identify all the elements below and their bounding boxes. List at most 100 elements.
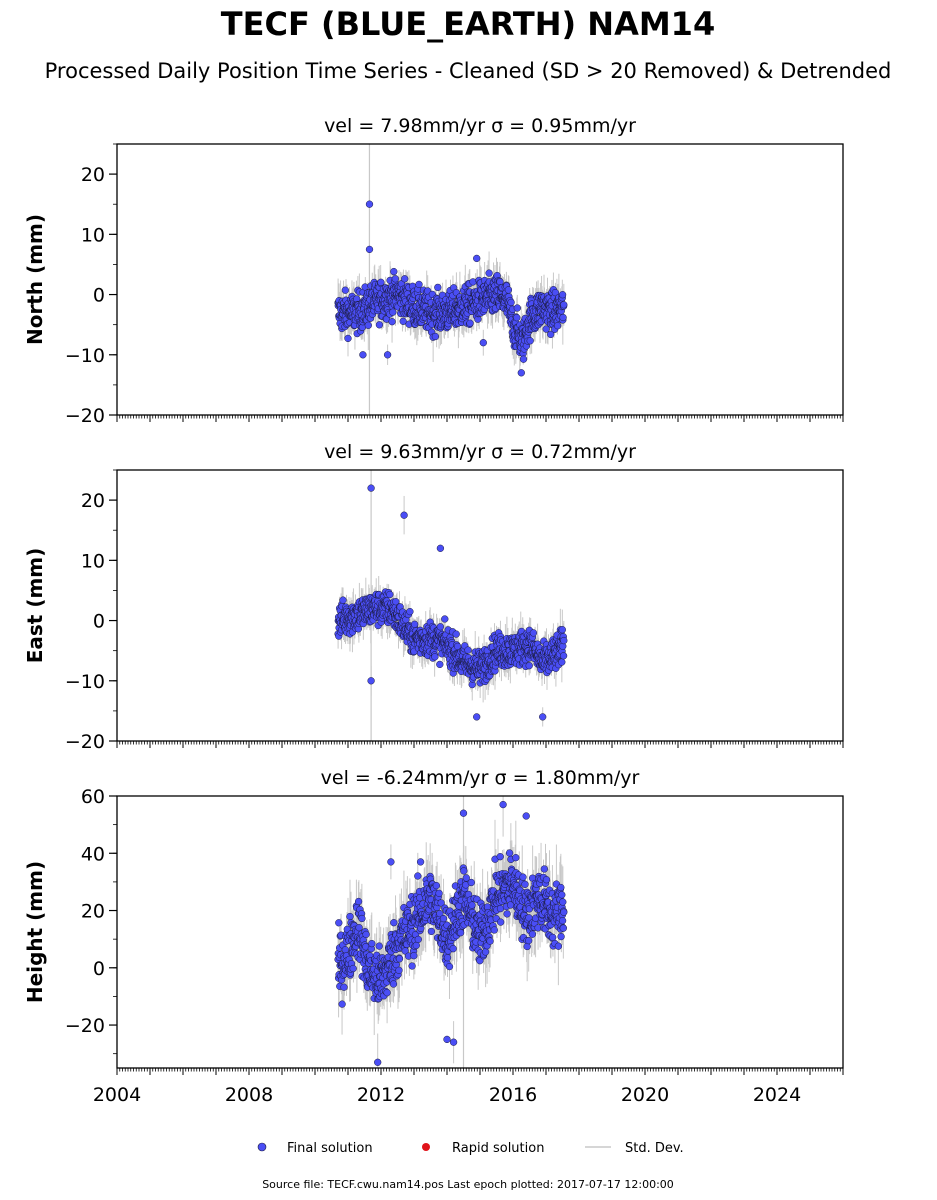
data-point [449, 945, 457, 953]
y-axis-label-height: Height (mm) [23, 861, 47, 1003]
data-point [441, 615, 449, 623]
data-point [528, 930, 537, 938]
data-point [395, 966, 403, 974]
data-point [374, 1058, 382, 1066]
data-point [519, 873, 527, 881]
data-point [553, 322, 562, 330]
data-point [554, 942, 563, 950]
data-point [383, 989, 391, 997]
data-point [339, 596, 347, 604]
data-point [476, 957, 484, 965]
data-point [462, 874, 470, 882]
data-point [431, 653, 439, 661]
data-point [479, 339, 487, 347]
data-point [513, 314, 521, 322]
data-point [557, 932, 565, 941]
data-point [386, 590, 394, 599]
data-point [519, 355, 528, 363]
data-point [503, 910, 511, 918]
data-point [367, 484, 375, 492]
data-point [481, 948, 490, 956]
data-point [522, 812, 530, 820]
data-point [389, 308, 397, 316]
data-point [358, 914, 366, 923]
data-point [375, 321, 384, 329]
data-point [540, 865, 548, 873]
data-point [499, 800, 507, 809]
data-point [504, 286, 513, 294]
panel-height: vel = -6.24mm/yr σ = 1.80mm/yr Height (mm… [23, 767, 844, 1106]
data-point [512, 854, 520, 862]
data-point [460, 867, 468, 875]
data-point [559, 313, 567, 322]
data-point [526, 337, 534, 345]
data-point [431, 332, 440, 341]
data-point [436, 623, 444, 631]
data-point [496, 853, 504, 861]
data-point [473, 254, 481, 263]
figure-title: TECF (BLUE_EARTH) NAM14 [221, 5, 715, 43]
data-point [559, 898, 567, 906]
y-tick-label: 10 [81, 224, 105, 246]
data-point [364, 321, 372, 329]
data-point [525, 662, 533, 670]
data-point [365, 200, 374, 208]
panel-east: vel = 9.63mm/yr σ = 0.72mm/yr East (mm) −2… [23, 441, 844, 753]
data-point [400, 511, 408, 519]
panel-north: vel = 7.98mm/yr σ = 0.95mm/yr North (mm) −… [23, 115, 844, 427]
data-point [467, 878, 475, 887]
data-point [362, 930, 370, 939]
panel-title-east: vel = 9.63mm/yr σ = 0.72mm/yr [324, 441, 636, 463]
data-point [490, 926, 498, 934]
data-point [340, 983, 348, 991]
data-point [434, 283, 442, 292]
data-point [557, 883, 565, 892]
data-point [449, 1038, 458, 1046]
data-point [558, 626, 566, 634]
data-point [408, 962, 416, 970]
y-tick-label: 0 [93, 611, 105, 633]
data-point [383, 351, 392, 359]
data-point [368, 939, 376, 948]
data-point [341, 286, 349, 294]
y-tick-label: 10 [81, 550, 105, 572]
data-point [401, 275, 409, 283]
data-point [547, 330, 555, 339]
data-point [436, 909, 444, 918]
data-point [410, 620, 419, 628]
data-point [439, 914, 448, 923]
data-point [435, 889, 443, 897]
data-point [558, 291, 567, 299]
data-point [367, 677, 375, 685]
data-point [359, 351, 367, 359]
panel-title-north: vel = 7.98mm/yr σ = 0.95mm/yr [324, 115, 636, 137]
data-point [485, 269, 493, 277]
data-point [427, 927, 436, 936]
data-point [349, 964, 357, 973]
data-point [365, 245, 374, 254]
y-axis-label-north: North (mm) [23, 214, 47, 345]
data-point [341, 946, 349, 954]
data-point [388, 318, 396, 326]
data-point [529, 629, 538, 637]
panels: vel = 7.98mm/yr σ = 0.95mm/yr North (mm) −… [23, 115, 844, 1106]
data-point [507, 298, 515, 307]
data-point [415, 280, 423, 289]
data-point [375, 942, 383, 950]
data-point [355, 924, 363, 932]
data-point [558, 891, 566, 899]
data-point [390, 919, 398, 927]
data-point [377, 278, 385, 286]
data-point [406, 607, 414, 616]
y-tick-label: 0 [93, 285, 105, 307]
series-final-east [334, 484, 568, 721]
data-point [486, 937, 494, 945]
data-point [513, 304, 521, 312]
plot-frame-east [116, 469, 844, 742]
data-point [560, 301, 568, 309]
data-point [392, 598, 400, 606]
data-point [410, 952, 418, 960]
data-point [473, 713, 481, 721]
y-tick-label: −20 [65, 405, 105, 427]
